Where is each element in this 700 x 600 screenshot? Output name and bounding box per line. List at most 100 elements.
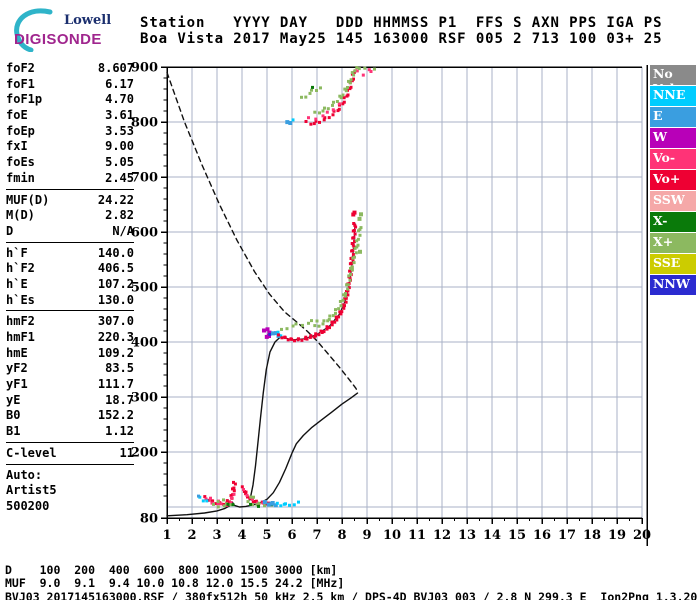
chart-echo-traces <box>197 66 376 509</box>
param-value: 83.5 <box>105 361 134 376</box>
x-tick-label: 20 <box>633 528 651 543</box>
x-tick-label: 7 <box>312 528 321 543</box>
param-row: 500200 <box>6 499 134 515</box>
trace-es-trace-cyan <box>275 500 300 508</box>
param-row: C-level 11 <box>6 446 134 462</box>
panel-divider <box>6 188 134 190</box>
param-name: Auto: <box>6 467 43 482</box>
param-name: foF1p <box>6 92 43 107</box>
param-name: yF1 <box>6 377 28 392</box>
param-value: 111.7 <box>97 377 134 392</box>
param-name: foEp <box>6 123 35 138</box>
param-row: h`F 140.0 <box>6 246 134 262</box>
param-name: hmE <box>6 345 28 360</box>
param-value: 6.17 <box>105 76 134 91</box>
x-tick-label: 3 <box>212 528 221 543</box>
legend-item-no-val: No Val <box>650 65 696 85</box>
param-value: 220.3 <box>97 330 134 344</box>
curve-f1-cusp-line <box>249 335 282 501</box>
param-row: foE 3.61 <box>6 108 134 124</box>
param-row: h`Es 130.0 <box>6 293 134 309</box>
trace-so-trace-o <box>304 69 357 126</box>
trace-so-trace-x-scatter <box>300 66 376 99</box>
param-value: 2.82 <box>105 208 134 223</box>
trace-f-trace-x <box>313 226 363 328</box>
param-name: h`F <box>6 245 28 260</box>
param-row: Artist5 <box>6 483 134 499</box>
x-tick-label: 19 <box>608 528 626 543</box>
param-name: C-level <box>6 445 57 460</box>
parameter-panel: foF2 8.607 foF1 6.17 foF1p 4.70 foE 3.61 foEp 3.5… <box>6 61 134 515</box>
param-name: yE <box>6 392 21 407</box>
param-row: yE 18.7 <box>6 393 134 409</box>
param-row: hmF2 307.0 <box>6 314 134 330</box>
x-tick-label: 11 <box>408 528 426 543</box>
param-row: foF2 8.607 <box>6 61 134 77</box>
param-name: fxI <box>6 139 28 154</box>
param-name: 500200 <box>6 498 50 513</box>
param-row: D N/A <box>6 224 134 240</box>
x-tick-label: 1 <box>162 528 171 543</box>
y-tick-label: 900 <box>131 61 158 76</box>
footer-line: BVJ03_2017145163000.RSF / 380fx512h 50 k… <box>5 589 698 600</box>
param-row: foF1p 4.70 <box>6 92 134 108</box>
param-row: foEs 5.05 <box>6 155 134 171</box>
chart-axis-labels: 1 2 3 4 5 6 7 8 9 10 11 12 13 14 15 16 17 18 19 20900800700… <box>131 61 651 543</box>
param-row: foF1 6.17 <box>6 77 134 93</box>
param-name: fmin <box>6 170 35 185</box>
param-value: 5.05 <box>105 155 134 170</box>
param-row: yF1 111.7 <box>6 377 134 393</box>
bottom-scales: D 100 200 400 600 800 1000 1500 3000 [km… <box>5 563 698 600</box>
x-tick-label: 6 <box>287 528 296 543</box>
legend-item-nnw: NNW <box>650 275 696 295</box>
param-row: yF2 83.5 <box>6 361 134 377</box>
trace-f-trace-x-stray <box>357 212 363 254</box>
param-row: M(D) 2.82 <box>6 208 134 224</box>
param-row: MUF(D) 24.22 <box>6 193 134 209</box>
param-value: 1.12 <box>105 424 134 439</box>
legend-item-w: W <box>650 128 696 148</box>
param-name: foF2 <box>6 61 35 75</box>
panel-divider <box>6 241 134 243</box>
param-name: MUF(D) <box>6 192 50 207</box>
x-tick-label: 15 <box>508 528 526 543</box>
curve-true-height-profile <box>166 392 359 517</box>
curve-transmission-curve <box>166 71 359 394</box>
y-tick-label: 500 <box>131 281 158 296</box>
y-tick-label: 300 <box>131 391 158 406</box>
param-name: foF1 <box>6 76 35 91</box>
param-value: 152.2 <box>97 408 134 423</box>
param-name: Artist5 <box>6 483 57 498</box>
x-tick-label: 14 <box>483 528 501 543</box>
param-value: 18.7 <box>105 392 134 407</box>
trace-e-trace-darkgreen <box>226 502 235 507</box>
param-value: 109.2 <box>97 345 134 360</box>
x-tick-label: 18 <box>583 528 601 543</box>
trace-f-trace-x-upper <box>280 319 319 331</box>
y-tick-label: 600 <box>131 226 158 241</box>
trace-f-trace-o-stray <box>351 210 357 217</box>
chart-curves <box>166 71 359 517</box>
x-tick-label: 4 <box>237 528 246 543</box>
trace-so-darkgreen <box>311 85 314 89</box>
param-name: h`F2 <box>6 261 35 276</box>
param-name: yF2 <box>6 361 28 376</box>
param-value: 107.2 <box>97 276 134 291</box>
y-tick-label: 700 <box>131 171 158 186</box>
x-tick-label: 9 <box>362 528 371 543</box>
y-tick-label: 80 <box>140 512 158 527</box>
x-tick-label: 13 <box>458 528 476 543</box>
header-field-values: Boa Vista 2017 May25 145 163000 RSF 005 … <box>140 31 663 47</box>
param-row: B1 1.12 <box>6 424 134 440</box>
logo-text-lowell: Lowell <box>64 13 112 28</box>
param-row: B0 152.2 <box>6 408 134 424</box>
param-name: foE <box>6 108 28 123</box>
legend-item-nne: NNE <box>650 86 696 106</box>
chart-grid <box>167 67 643 518</box>
param-name: foEs <box>6 155 35 170</box>
param-row: Auto: <box>6 468 134 484</box>
param-row: fmin 2.45 <box>6 171 134 187</box>
y-tick-label: 800 <box>131 116 158 131</box>
